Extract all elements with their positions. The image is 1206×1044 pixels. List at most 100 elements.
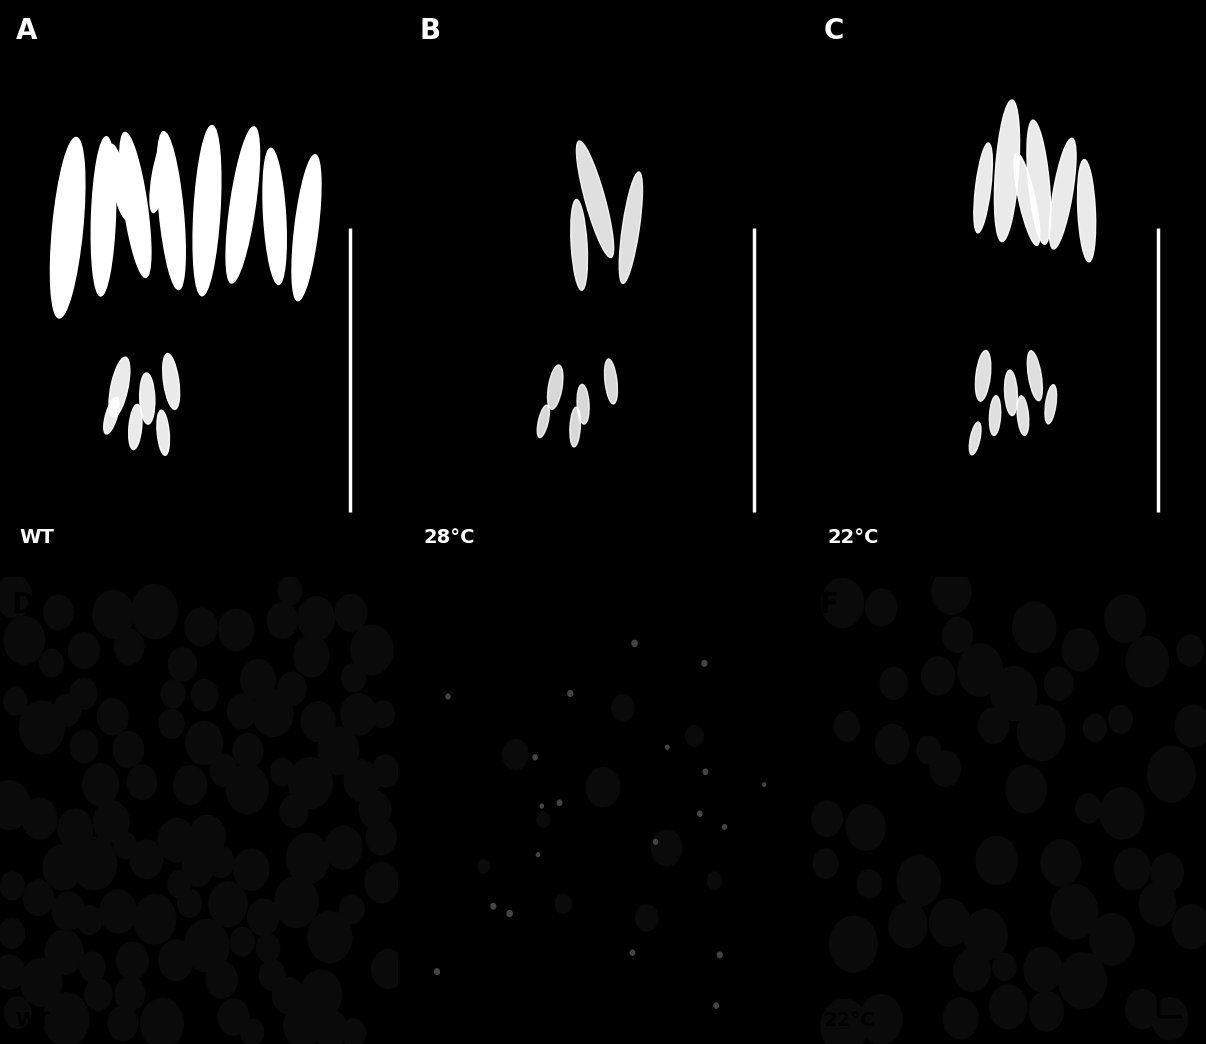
Circle shape: [341, 1019, 365, 1044]
Circle shape: [707, 872, 721, 889]
Circle shape: [109, 1006, 137, 1041]
Ellipse shape: [570, 199, 587, 290]
Circle shape: [857, 870, 882, 898]
Circle shape: [866, 589, 897, 625]
Circle shape: [1030, 992, 1064, 1031]
Circle shape: [279, 672, 306, 705]
Circle shape: [162, 681, 185, 708]
Ellipse shape: [129, 404, 142, 450]
Circle shape: [185, 608, 217, 646]
Circle shape: [326, 826, 362, 869]
Circle shape: [813, 849, 838, 878]
Circle shape: [207, 847, 234, 878]
Circle shape: [127, 765, 157, 800]
Ellipse shape: [995, 100, 1019, 241]
Circle shape: [52, 892, 84, 930]
Circle shape: [507, 910, 513, 917]
Ellipse shape: [119, 133, 151, 278]
Circle shape: [80, 952, 105, 981]
Circle shape: [230, 927, 254, 956]
Circle shape: [280, 796, 308, 828]
Circle shape: [812, 801, 842, 836]
Ellipse shape: [163, 354, 180, 409]
Circle shape: [1110, 706, 1132, 733]
Circle shape: [491, 903, 496, 909]
Circle shape: [991, 666, 1037, 720]
Circle shape: [58, 809, 93, 850]
Text: A: A: [16, 17, 37, 45]
Circle shape: [115, 630, 144, 664]
Circle shape: [990, 986, 1028, 1028]
Circle shape: [228, 694, 257, 729]
Circle shape: [1083, 714, 1106, 741]
Circle shape: [22, 798, 57, 839]
Circle shape: [308, 911, 352, 963]
Circle shape: [117, 942, 148, 979]
Circle shape: [259, 959, 286, 991]
Ellipse shape: [109, 357, 130, 418]
Circle shape: [339, 895, 364, 924]
Circle shape: [537, 853, 539, 857]
Circle shape: [241, 660, 275, 701]
Circle shape: [314, 1010, 346, 1044]
Circle shape: [43, 993, 89, 1044]
Circle shape: [0, 955, 24, 990]
Circle shape: [283, 1003, 321, 1044]
Text: 28°C: 28°C: [423, 527, 475, 547]
Circle shape: [227, 764, 268, 813]
Circle shape: [686, 726, 703, 746]
Circle shape: [19, 702, 64, 754]
Circle shape: [876, 725, 909, 764]
Circle shape: [341, 664, 365, 692]
Circle shape: [1140, 883, 1176, 926]
Ellipse shape: [51, 138, 84, 318]
Circle shape: [113, 832, 136, 858]
Circle shape: [77, 905, 101, 934]
Circle shape: [43, 845, 82, 889]
Circle shape: [318, 727, 358, 774]
Ellipse shape: [970, 422, 980, 455]
Ellipse shape: [150, 141, 169, 213]
Text: 22°C: 22°C: [824, 1011, 876, 1030]
Circle shape: [218, 999, 248, 1036]
Circle shape: [335, 595, 367, 632]
Circle shape: [835, 712, 860, 741]
Circle shape: [273, 977, 304, 1014]
Ellipse shape: [548, 365, 563, 409]
Circle shape: [168, 648, 197, 681]
Circle shape: [1024, 947, 1062, 992]
Circle shape: [1148, 746, 1195, 802]
Circle shape: [302, 702, 335, 741]
Text: C: C: [824, 17, 844, 45]
Circle shape: [94, 801, 129, 843]
Circle shape: [1114, 848, 1151, 889]
Circle shape: [54, 694, 81, 726]
Circle shape: [351, 625, 393, 674]
Circle shape: [359, 791, 391, 828]
Circle shape: [341, 693, 376, 735]
Ellipse shape: [1077, 160, 1096, 262]
Circle shape: [0, 872, 24, 900]
Circle shape: [344, 760, 379, 801]
Circle shape: [233, 734, 263, 768]
Circle shape: [703, 769, 708, 775]
Circle shape: [4, 688, 27, 715]
Circle shape: [1176, 705, 1206, 746]
Circle shape: [714, 1003, 719, 1009]
Circle shape: [930, 899, 970, 946]
Circle shape: [1006, 765, 1047, 813]
Ellipse shape: [1044, 384, 1056, 424]
Circle shape: [762, 783, 766, 786]
Ellipse shape: [973, 143, 993, 233]
Circle shape: [993, 953, 1017, 980]
Circle shape: [192, 680, 218, 711]
Circle shape: [932, 569, 971, 614]
Ellipse shape: [604, 359, 617, 404]
Circle shape: [5, 997, 31, 1028]
Circle shape: [897, 856, 941, 906]
Circle shape: [978, 708, 1008, 743]
Circle shape: [718, 952, 722, 957]
Circle shape: [186, 721, 222, 764]
Circle shape: [174, 766, 206, 805]
Ellipse shape: [570, 407, 580, 447]
